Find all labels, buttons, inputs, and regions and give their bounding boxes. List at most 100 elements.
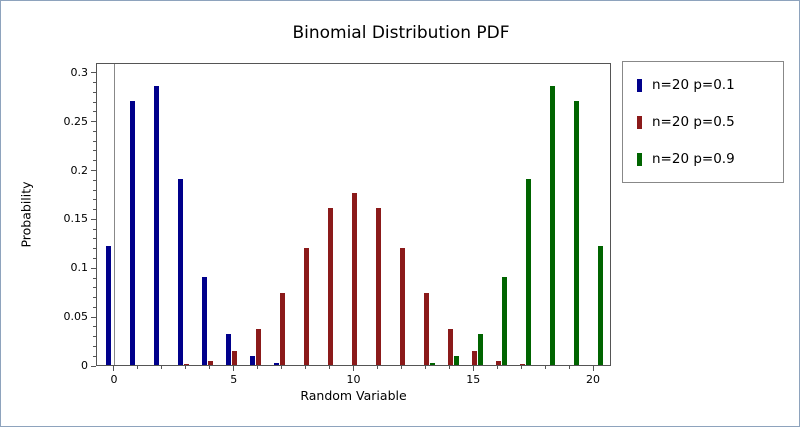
x-minor-tick — [257, 366, 259, 369]
bar-n-20-p-0.1-x1 — [130, 101, 136, 365]
y-tick-label: 0.3 — [70, 65, 89, 79]
bar-n-20-p-0.1-x7 — [274, 363, 280, 365]
y-minor-tick — [93, 345, 96, 347]
y-tick-label: 0.1 — [70, 261, 89, 275]
bar-n-20-p-0.5-x4 — [208, 361, 214, 365]
y-major-tick — [91, 121, 96, 123]
y-minor-tick — [93, 238, 96, 240]
y-minor-tick — [93, 150, 96, 152]
bar-n-20-p-0.9-x16 — [501, 277, 507, 365]
x-tick-label: 0 — [110, 373, 118, 386]
y-minor-tick — [93, 336, 96, 338]
x-tick-label: 10 — [346, 373, 361, 386]
bar-n-20-p-0.5-x17 — [519, 364, 525, 365]
y-major-tick — [91, 170, 96, 172]
legend-marker-icon — [637, 115, 642, 129]
y-minor-tick — [93, 355, 96, 357]
x-major-tick — [472, 366, 474, 371]
bar-n-20-p-0.1-x6 — [250, 356, 256, 365]
y-major-tick — [91, 316, 96, 318]
y-minor-tick — [93, 306, 96, 308]
bar-n-20-p-0.5-x11 — [375, 208, 381, 365]
x-minor-tick — [329, 366, 331, 369]
bar-n-20-p-0.5-x16 — [495, 361, 501, 365]
bar-n-20-p-0.5-x13 — [423, 293, 429, 365]
x-minor-tick — [448, 366, 450, 369]
plot-wrap: 0 5 10 15 20 0 0.05 0.1 0.15 0.2 0.25 0.3 — [64, 63, 611, 386]
x-minor-tick — [496, 366, 498, 369]
legend-entry: n=20 p=0.1 — [637, 77, 769, 93]
bar-n-20-p-0.5-x6 — [256, 329, 262, 365]
bar-n-20-p-0.5-x3 — [184, 364, 190, 365]
bar-n-20-p-0.1-x3 — [178, 179, 184, 365]
y-major-tick — [91, 218, 96, 220]
y-tick-label: 0.15 — [63, 212, 89, 226]
y-minor-tick — [93, 140, 96, 142]
bar-n-20-p-0.5-x7 — [280, 293, 286, 365]
y-major-tick — [91, 72, 96, 74]
y-tick-label: 0 — [81, 359, 88, 372]
y-minor-tick — [93, 277, 96, 279]
x-minor-tick — [568, 366, 570, 369]
legend-label: n=20 p=0.1 — [652, 77, 735, 93]
bar-n-20-p-0.9-x15 — [477, 334, 483, 365]
bar-n-20-p-0.9-x18 — [549, 86, 555, 365]
y-minor-tick — [93, 248, 96, 250]
y-minor-tick — [93, 297, 96, 299]
bar-n-20-p-0.5-x5 — [232, 351, 238, 365]
legend-label: n=20 p=0.9 — [652, 151, 735, 167]
legend-entry: n=20 p=0.9 — [637, 151, 769, 167]
y-major-tick — [91, 365, 96, 367]
y-tick-label: 0.2 — [70, 163, 89, 177]
x-minor-tick — [520, 366, 522, 369]
x-minor-tick — [137, 366, 139, 369]
x-minor-tick — [161, 366, 163, 369]
x-minor-tick — [544, 366, 546, 369]
legend-marker-icon — [637, 152, 642, 166]
bar-n-20-p-0.5-x15 — [471, 351, 477, 365]
chart-title: Binomial Distribution PDF — [292, 23, 510, 43]
plot-area — [96, 63, 611, 366]
y-minor-tick — [93, 111, 96, 113]
x-minor-tick — [376, 366, 378, 369]
bar-n-20-p-0.5-x9 — [328, 208, 334, 365]
bar-n-20-p-0.9-x13 — [429, 363, 435, 365]
x-major-tick — [353, 366, 354, 371]
bar-n-20-p-0.9-x17 — [525, 179, 531, 365]
y-minor-tick — [93, 160, 96, 162]
y-major-tick — [91, 267, 96, 269]
x-minor-tick — [305, 366, 307, 369]
y-minor-tick — [93, 189, 96, 191]
x-axis-label: Random Variable — [300, 388, 407, 403]
x-tick-label: 20 — [586, 373, 601, 386]
x-minor-tick — [185, 366, 187, 369]
y-minor-tick — [93, 257, 96, 259]
x-major-tick — [592, 366, 594, 371]
bar-n-20-p-0.1-x0 — [106, 246, 112, 365]
x-minor-tick — [400, 366, 402, 369]
y-minor-tick — [93, 326, 96, 328]
bar-n-20-p-0.9-x20 — [597, 246, 603, 365]
legend-entry: n=20 p=0.5 — [637, 114, 769, 130]
y-minor-tick — [93, 209, 96, 211]
y-minor-tick — [93, 228, 96, 230]
x-tick-label: 15 — [466, 373, 481, 386]
y-minor-tick — [93, 287, 96, 289]
legend-marker-icon — [637, 78, 642, 92]
bar-n-20-p-0.1-x2 — [154, 86, 160, 365]
x-minor-tick — [281, 366, 283, 369]
bar-n-20-p-0.5-x14 — [447, 329, 453, 365]
bar-n-20-p-0.5-x12 — [399, 248, 405, 365]
legend: n=20 p=0.1 n=20 p=0.5 n=20 p=0.9 — [622, 61, 784, 183]
y-minor-tick — [93, 91, 96, 93]
y-axis-label: Probability — [18, 181, 34, 248]
x-major-tick — [113, 366, 115, 371]
legend-label: n=20 p=0.5 — [652, 114, 735, 130]
y-minor-tick — [93, 199, 96, 201]
bar-n-20-p-0.1-x5 — [226, 334, 232, 365]
bar-n-20-p-0.5-x10 — [352, 193, 357, 365]
y-tick-label: 0.05 — [63, 310, 89, 324]
x-tick-label: 5 — [230, 373, 238, 386]
bar-n-20-p-0.5-x8 — [304, 248, 310, 365]
